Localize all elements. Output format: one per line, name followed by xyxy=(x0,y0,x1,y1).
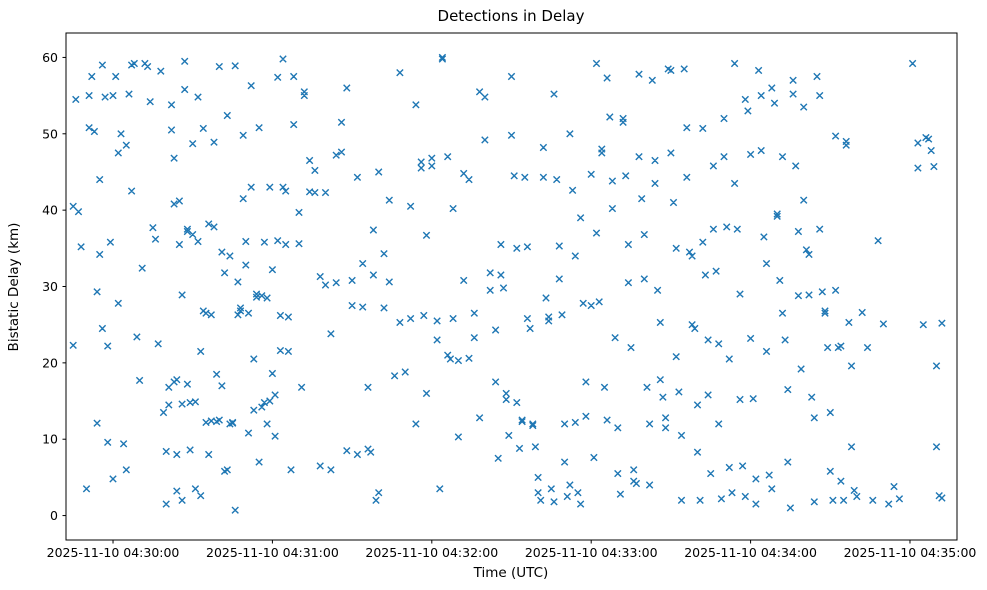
plot-area xyxy=(65,32,958,541)
y-tick-label: 20 xyxy=(42,355,58,370)
y-tick-label: 60 xyxy=(42,50,58,65)
y-tick-label: 50 xyxy=(42,126,58,141)
y-tick-label: 0 xyxy=(50,508,58,523)
x-tick-label: 2025-11-10 04:34:00 xyxy=(684,545,817,560)
y-tick-label: 40 xyxy=(42,203,58,218)
y-tick-label: 30 xyxy=(42,279,58,294)
y-tick-label: 10 xyxy=(42,432,58,447)
x-marker-path xyxy=(69,53,946,514)
x-axis-label: Time (UTC) xyxy=(473,565,549,581)
x-tick-label: 2025-11-10 04:32:00 xyxy=(365,545,498,560)
y-axis-label: Bistatic Delay (km) xyxy=(6,223,22,352)
x-tick-label: 2025-11-10 04:35:00 xyxy=(844,545,977,560)
x-tick-label: 2025-11-10 04:30:00 xyxy=(47,545,180,560)
x-tick-label: 2025-11-10 04:31:00 xyxy=(206,545,339,560)
x-tick-label: 2025-11-10 04:33:00 xyxy=(525,545,658,560)
y-axis-ticks: 0 10 20 30 40 50 60 xyxy=(42,50,66,523)
x-axis-ticks: 2025-11-10 04:30:00 2025-11-10 04:31:00 20… xyxy=(47,540,977,560)
chart-title: Detections in Delay xyxy=(438,7,585,25)
scatter-points xyxy=(69,53,946,514)
